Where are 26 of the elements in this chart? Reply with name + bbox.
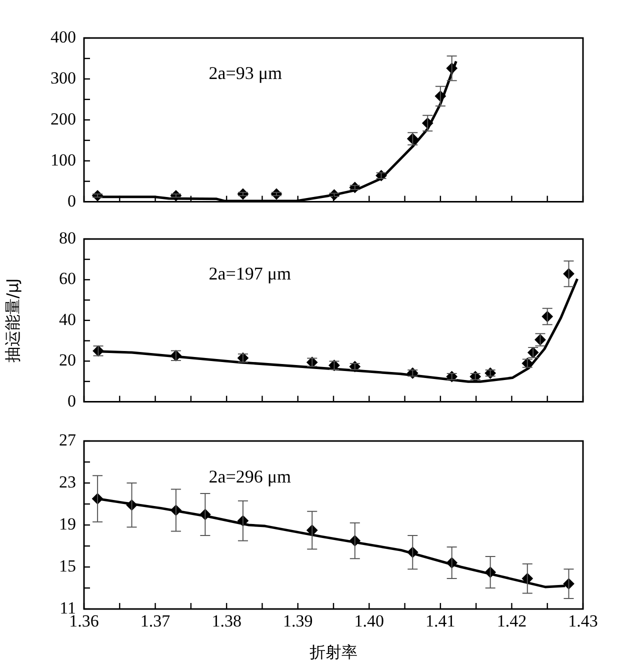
y-tick-label: 400 — [50, 27, 76, 46]
x-tick-label: 1.41 — [426, 612, 456, 631]
y-tick-label: 200 — [50, 109, 76, 128]
x-axis-title: 折射率 — [310, 642, 358, 662]
x-tick-label: 1.37 — [140, 612, 171, 631]
annotation: 2a=296 μm — [208, 466, 292, 487]
x-tick-label: 1.43 — [568, 612, 598, 631]
y-tick-label: 20 — [59, 350, 76, 370]
y-tick-label: 80 — [59, 228, 76, 248]
x-tick-label: 1.38 — [212, 612, 242, 631]
x-tick-label: 1.40 — [354, 612, 384, 631]
annotation: 2a=93 μm — [208, 62, 282, 83]
y-tick-label: 15 — [59, 556, 76, 576]
annotation: 2a=197 μm — [208, 264, 292, 284]
y-tick-label: 0 — [68, 191, 76, 210]
y-tick-label: 23 — [59, 472, 76, 492]
y-tick-label: 60 — [59, 269, 76, 288]
y-tick-label: 40 — [59, 310, 76, 329]
x-tick-label: 1.42 — [496, 612, 527, 631]
y-tick-label: 300 — [50, 68, 76, 88]
y-axis-title: 抽运能量/μJ — [2, 278, 22, 363]
x-tick-label: 1.39 — [282, 612, 313, 631]
y-tick-label: 0 — [68, 391, 76, 410]
y-tick-label: 27 — [59, 430, 76, 450]
y-tick-label: 100 — [50, 150, 76, 170]
y-tick-label: 19 — [59, 514, 76, 534]
